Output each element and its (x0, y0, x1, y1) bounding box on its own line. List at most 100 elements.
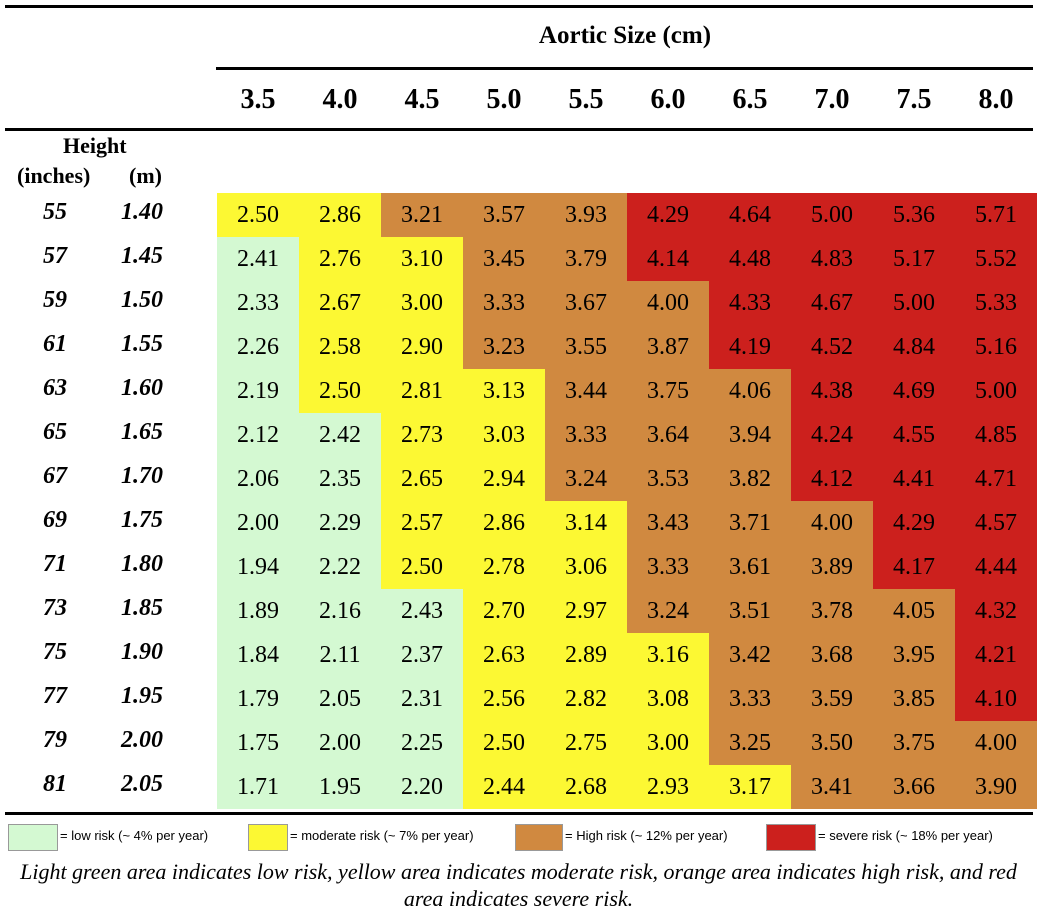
column-header: 7.0 (814, 84, 850, 115)
row-label-m: 1.90 (121, 639, 163, 665)
heatmap-cell: 4.41 (873, 457, 955, 501)
row-label-inches: 61 (43, 331, 67, 357)
heatmap-cell: 3.57 (463, 193, 545, 237)
heatmap-cell: 2.31 (381, 677, 463, 721)
heatmap-cell: 1.95 (299, 765, 381, 809)
heatmap-cell: 4.52 (791, 325, 873, 369)
heatmap-cell: 4.32 (955, 589, 1037, 633)
heatmap-cell: 1.84 (217, 633, 299, 677)
heatmap-cell: 4.48 (709, 237, 791, 281)
row-label-inches: 79 (43, 727, 67, 753)
heatmap-cell: 3.23 (463, 325, 545, 369)
heatmap-cell: 2.16 (299, 589, 381, 633)
column-header: 5.0 (486, 84, 522, 115)
heatmap-cell: 2.73 (381, 413, 463, 457)
heatmap-cell: 3.03 (463, 413, 545, 457)
heatmap-cell: 3.06 (545, 545, 627, 589)
row-label-inches: 77 (43, 683, 67, 709)
heatmap-cell: 4.17 (873, 545, 955, 589)
heatmap-cell: 3.89 (791, 545, 873, 589)
column-header: 3.5 (240, 84, 276, 115)
heatmap-cell: 2.11 (299, 633, 381, 677)
heatmap-cell: 3.41 (791, 765, 873, 809)
heatmap-cell: 2.75 (545, 721, 627, 765)
heatmap-cell: 4.64 (709, 193, 791, 237)
chart-title: Aortic Size (cm) (538, 22, 712, 49)
heatmap-cell: 3.68 (791, 633, 873, 677)
heatmap-cell: 3.51 (709, 589, 791, 633)
column-header: 8.0 (978, 84, 1014, 115)
heatmap-cell: 3.21 (381, 193, 463, 237)
heatmap-cell: 2.06 (217, 457, 299, 501)
heatmap-cell: 3.55 (545, 325, 627, 369)
heatmap-cell: 2.25 (381, 721, 463, 765)
legend-swatch (248, 824, 288, 851)
heatmap-cell: 3.75 (873, 721, 955, 765)
column-header: 4.5 (404, 84, 440, 115)
heatmap-cell: 2.00 (299, 721, 381, 765)
heatmap-cell: 2.82 (545, 677, 627, 721)
heatmap-cell: 3.44 (545, 369, 627, 413)
heatmap-cell: 2.56 (463, 677, 545, 721)
legend-swatch (766, 824, 816, 851)
heatmap-cell: 2.00 (217, 501, 299, 545)
row-label-inches: 81 (43, 771, 67, 797)
heatmap-cell: 4.67 (791, 281, 873, 325)
heatmap-cell: 3.75 (627, 369, 709, 413)
column-header-bottom-rule (5, 128, 1033, 131)
row-header-m: (m) (129, 163, 162, 188)
heatmap-cell: 3.53 (627, 457, 709, 501)
heatmap-cell: 2.78 (463, 545, 545, 589)
heatmap-cell: 2.41 (217, 237, 299, 281)
heatmap-cell: 1.89 (217, 589, 299, 633)
row-label-inches: 67 (43, 463, 67, 489)
heatmap-cell: 3.13 (463, 369, 545, 413)
heatmap-cell: 2.29 (299, 501, 381, 545)
heatmap-cell: 3.87 (627, 325, 709, 369)
heatmap-cell: 2.35 (299, 457, 381, 501)
heatmap-cell: 4.55 (873, 413, 955, 457)
heatmap-cell: 3.14 (545, 501, 627, 545)
heatmap-cell: 2.43 (381, 589, 463, 633)
row-label-inches: 69 (43, 507, 67, 533)
heatmap-cell: 3.33 (627, 545, 709, 589)
heatmap-cell: 1.71 (217, 765, 299, 809)
heatmap-cell: 3.43 (627, 501, 709, 545)
heatmap-cell: 3.24 (545, 457, 627, 501)
heatmap-cell: 4.21 (955, 633, 1037, 677)
heatmap-cell: 2.70 (463, 589, 545, 633)
heatmap-cell: 2.05 (299, 677, 381, 721)
row-label-inches: 57 (43, 243, 67, 269)
heatmap-cell: 2.19 (217, 369, 299, 413)
heatmap-cell: 4.71 (955, 457, 1037, 501)
heatmap-cell: 3.67 (545, 281, 627, 325)
heatmap-cell: 5.00 (955, 369, 1037, 413)
column-header: 7.5 (896, 84, 932, 115)
heatmap-cell: 4.00 (791, 501, 873, 545)
heatmap-cell: 4.12 (791, 457, 873, 501)
heatmap-cell: 1.79 (217, 677, 299, 721)
row-label-m: 1.60 (121, 375, 163, 401)
heatmap-cell: 5.00 (873, 281, 955, 325)
heatmap-cell: 2.44 (463, 765, 545, 809)
heatmap-cell: 3.24 (627, 589, 709, 633)
heatmap-cell: 4.00 (955, 721, 1037, 765)
column-header: 6.0 (650, 84, 686, 115)
row-label-m: 1.65 (121, 419, 163, 445)
heatmap-cell: 2.86 (299, 193, 381, 237)
row-label-m: 1.40 (121, 199, 163, 225)
column-header-top-rule (216, 67, 1033, 70)
heatmap-cell: 3.79 (545, 237, 627, 281)
heatmap-cell: 2.90 (381, 325, 463, 369)
heatmap-cell: 4.83 (791, 237, 873, 281)
row-label-m: 1.95 (121, 683, 163, 709)
heatmap-cell: 4.85 (955, 413, 1037, 457)
heatmap-cell: 3.95 (873, 633, 955, 677)
row-label-m: 1.70 (121, 463, 163, 489)
heatmap-cell: 2.26 (217, 325, 299, 369)
heatmap-cell: 3.08 (627, 677, 709, 721)
heatmap-cell: 2.94 (463, 457, 545, 501)
heatmap-cell: 2.58 (299, 325, 381, 369)
row-label-m: 1.80 (121, 551, 163, 577)
heatmap-cell: 4.38 (791, 369, 873, 413)
